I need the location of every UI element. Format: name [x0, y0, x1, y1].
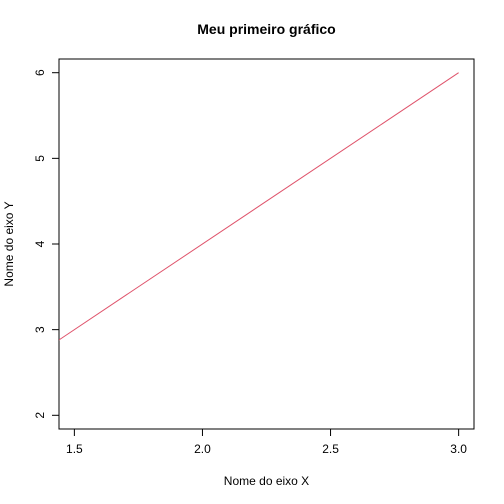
x-tick-label: 2.5 — [322, 442, 339, 456]
x-tick-label: 3.0 — [450, 442, 467, 456]
y-tick-label: 3 — [33, 326, 47, 333]
series-layer — [59, 72, 459, 341]
x-axis: 1.5 2.0 2.5 3.0 — [66, 428, 467, 456]
y-tick-label: 2 — [33, 412, 47, 419]
y-tick-label: 5 — [33, 155, 47, 162]
y-axis-label: Nome do eixo Y — [2, 201, 16, 286]
x-tick-label: 1.5 — [66, 442, 83, 456]
chart-title: Meu primeiro gráfico — [197, 21, 335, 37]
y-tick-label: 4 — [33, 240, 47, 247]
x-axis-label: Nome do eixo X — [224, 474, 309, 488]
y-axis: 2 3 4 5 6 — [33, 69, 60, 419]
x-tick-label: 2.0 — [194, 442, 211, 456]
plot-frame — [58, 58, 475, 430]
y-tick-label: 6 — [33, 69, 47, 76]
series-line — [59, 72, 459, 341]
